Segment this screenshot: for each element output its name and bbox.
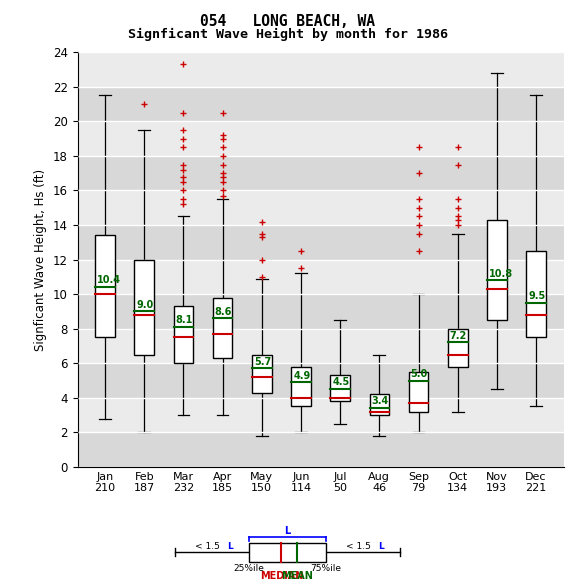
Bar bbox=[331, 375, 350, 401]
Bar bbox=[78, 294, 564, 329]
Text: L: L bbox=[378, 542, 384, 551]
Text: 3.4: 3.4 bbox=[371, 396, 389, 407]
Bar bbox=[78, 363, 564, 398]
Bar bbox=[78, 329, 564, 363]
Text: 9.5: 9.5 bbox=[528, 291, 546, 301]
Bar bbox=[409, 372, 428, 412]
Text: 75%ile: 75%ile bbox=[310, 564, 342, 573]
Bar bbox=[95, 235, 115, 338]
Bar bbox=[78, 225, 564, 260]
Bar bbox=[291, 367, 310, 407]
Bar bbox=[213, 298, 232, 358]
Text: 5.7: 5.7 bbox=[254, 357, 271, 367]
Bar bbox=[78, 260, 564, 294]
Text: 8.1: 8.1 bbox=[175, 315, 193, 325]
Text: Signficant Wave Height by month for 1986: Signficant Wave Height by month for 1986 bbox=[128, 28, 447, 41]
Text: 7.2: 7.2 bbox=[450, 331, 467, 341]
Text: 10.8: 10.8 bbox=[489, 269, 513, 278]
Bar bbox=[78, 190, 564, 225]
Bar bbox=[78, 87, 564, 121]
Text: 4.9: 4.9 bbox=[293, 371, 310, 380]
Text: L: L bbox=[285, 525, 290, 535]
Text: 25%ile: 25%ile bbox=[233, 564, 264, 573]
Text: 9.0: 9.0 bbox=[136, 300, 154, 310]
Y-axis label: Signficant Wave Height, Hs (ft): Signficant Wave Height, Hs (ft) bbox=[34, 168, 47, 351]
Bar bbox=[78, 398, 564, 432]
Bar bbox=[249, 543, 326, 561]
Bar bbox=[78, 121, 564, 156]
Bar bbox=[78, 156, 564, 190]
Text: MEAN: MEAN bbox=[281, 571, 313, 580]
Bar bbox=[370, 394, 389, 415]
Text: L: L bbox=[227, 542, 232, 551]
Text: < 1.5: < 1.5 bbox=[346, 542, 374, 551]
Bar bbox=[78, 432, 564, 467]
Bar bbox=[78, 52, 564, 87]
Text: < 1.5: < 1.5 bbox=[195, 542, 223, 551]
Text: 10.4: 10.4 bbox=[97, 276, 121, 285]
Bar bbox=[135, 260, 154, 354]
Text: 5.0: 5.0 bbox=[411, 369, 428, 379]
Text: 8.6: 8.6 bbox=[215, 307, 232, 317]
Bar bbox=[487, 220, 507, 320]
Bar bbox=[252, 354, 271, 393]
Bar bbox=[526, 251, 546, 338]
Text: 054   LONG BEACH, WA: 054 LONG BEACH, WA bbox=[200, 14, 375, 30]
Text: 4.5: 4.5 bbox=[332, 378, 350, 387]
Bar bbox=[448, 329, 467, 367]
Bar bbox=[174, 306, 193, 363]
Text: MEDIAN: MEDIAN bbox=[260, 571, 303, 580]
